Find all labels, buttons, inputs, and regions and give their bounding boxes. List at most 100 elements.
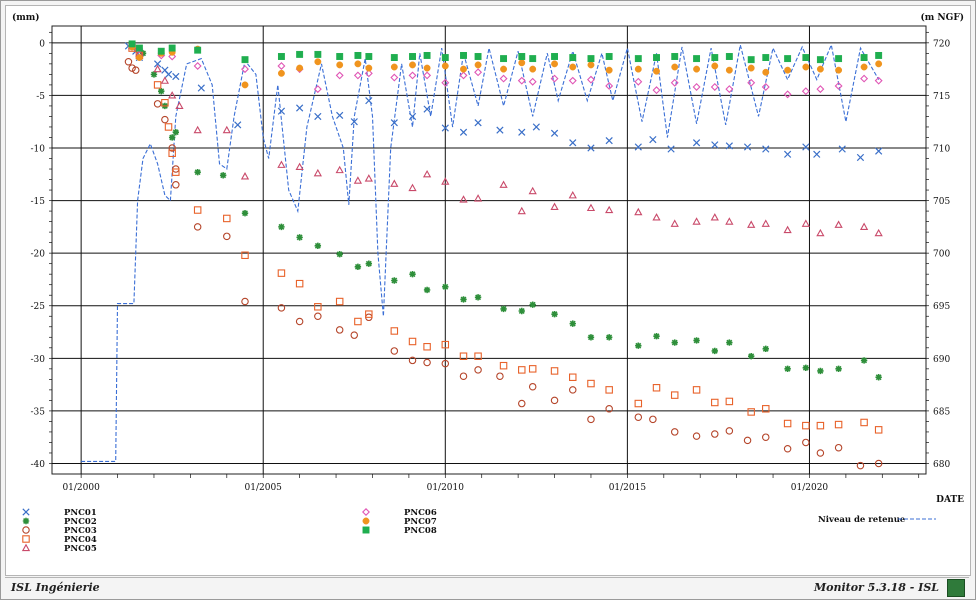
chart-panel: 0 -5 -10 -15 -20 -25 -30 -35 -40 720 715 710 705 700 6… (5, 5, 971, 576)
data-point-pnc04 (747, 408, 755, 416)
data-point-pnc02 (150, 71, 158, 78)
data-point-pnc07 (474, 61, 482, 69)
y-right-tick-label: 720 (933, 39, 950, 49)
data-point-pnc07 (693, 65, 701, 73)
data-point-pnc04 (295, 279, 304, 288)
data-point-pnc03 (124, 58, 133, 66)
data-point-pnc01 (692, 139, 701, 147)
y-right-axis-unit: (m NGF) (921, 12, 964, 23)
data-point-pnc06 (364, 69, 373, 78)
data-point-pnc03 (874, 459, 883, 468)
y-right-tick-label: 685 (933, 407, 950, 417)
data-point-pnc05 (193, 125, 202, 134)
data-point-pnc02 (635, 342, 642, 349)
data-point-pnc02 (423, 286, 431, 294)
data-point-pnc03 (743, 436, 752, 445)
legend-marker-pnc05 (21, 543, 31, 552)
data-point-pnc01 (783, 150, 792, 158)
data-point-pnc05 (422, 169, 432, 178)
data-point-pnc01 (875, 147, 883, 155)
data-point-pnc01 (314, 112, 322, 121)
data-point-pnc03 (711, 430, 719, 438)
data-point-pnc06 (335, 71, 344, 80)
legend-label-pnc07: PNC07 (404, 517, 437, 527)
data-point-pnc06 (747, 78, 756, 87)
plot-area (51, 25, 927, 475)
data-point-pnc07 (277, 69, 285, 77)
data-point-pnc08 (441, 54, 449, 61)
data-point-pnc04 (168, 149, 176, 157)
data-point-pnc03 (314, 312, 322, 321)
data-point-pnc08 (474, 53, 482, 60)
legend-label-pnc01: PNC01 (64, 508, 97, 518)
data-point-pnc02 (569, 320, 576, 327)
data-point-pnc04 (634, 399, 643, 408)
data-point-pnc03 (193, 223, 202, 231)
data-point-pnc04 (783, 419, 792, 428)
data-point-pnc06 (816, 85, 825, 94)
data-point-pnc06 (168, 52, 177, 61)
x-tick-label: 01/2010 (427, 483, 465, 493)
legend-marker-pnc06 (362, 508, 370, 516)
y-left-tick-label: -40 (31, 460, 46, 470)
app-logo-icon[interactable] (947, 579, 965, 597)
data-point-pnc01 (725, 142, 733, 150)
data-point-pnc02 (314, 242, 322, 249)
data-point-pnc08 (860, 54, 868, 61)
data-point-pnc01 (802, 143, 810, 151)
data-point-pnc03 (295, 317, 304, 326)
data-point-pnc07 (336, 61, 344, 69)
data-point-pnc06 (634, 77, 643, 86)
data-point-pnc02 (442, 283, 449, 291)
data-point-pnc07 (423, 64, 431, 72)
data-point-pnc01 (634, 143, 642, 151)
data-point-pnc04 (161, 99, 169, 107)
chart-svg: 0 -5 -10 -15 -20 -25 -30 -35 -40 720 715 710 705 700 6… (12, 12, 964, 554)
data-point-pnc03 (335, 326, 344, 334)
data-point-pnc07 (762, 68, 770, 76)
data-point-pnc07 (409, 61, 416, 69)
legend-label-niveau-de-retenue: Niveau de retenue (818, 515, 906, 525)
data-point-pnc08 (194, 46, 202, 54)
x-tick-label: 01/2020 (791, 483, 829, 493)
data-point-pnc01 (856, 153, 865, 162)
data-point-pnc06 (423, 71, 432, 80)
data-point-pnc07 (529, 65, 537, 73)
data-point-pnc03 (277, 304, 286, 312)
data-point-pnc02 (551, 310, 558, 318)
data-point-pnc02 (802, 364, 810, 371)
data-point-pnc05 (747, 220, 756, 228)
data-point-pnc03 (390, 347, 399, 355)
data-point-pnc06 (860, 74, 869, 83)
data-point-pnc01 (518, 128, 526, 136)
data-point-pnc08 (725, 53, 733, 60)
data-point-pnc08 (747, 56, 755, 64)
y-left-tick-label: -25 (31, 302, 46, 312)
legend-label-pnc06: PNC06 (404, 508, 437, 518)
series-line-niveau-de-retenue (81, 42, 880, 462)
data-point-pnc05 (459, 195, 468, 203)
data-point-pnc08 (518, 53, 526, 60)
data-point-pnc06 (586, 75, 595, 84)
data-point-pnc04 (193, 206, 202, 214)
data-point-pnc04 (408, 337, 417, 346)
data-point-pnc04 (459, 352, 468, 360)
data-point-pnc04 (354, 317, 362, 326)
y-left-tick-label: -30 (31, 355, 46, 365)
data-point-pnc05 (761, 219, 770, 227)
data-point-pnc04 (390, 327, 399, 335)
data-point-pnc05 (240, 172, 250, 180)
data-point-pnc07 (354, 60, 362, 68)
y-left-tick-label: -10 (31, 144, 46, 154)
data-point-pnc01 (667, 145, 675, 153)
data-point-pnc08 (365, 53, 373, 60)
data-point-pnc06 (499, 74, 508, 83)
data-point-pnc01 (605, 137, 613, 145)
data-point-pnc08 (529, 55, 537, 63)
data-point-pnc04 (314, 303, 322, 311)
data-point-pnc04 (692, 386, 701, 394)
data-point-pnc05 (295, 162, 304, 171)
data-point-pnc07 (835, 66, 843, 74)
data-point-pnc03 (569, 386, 577, 394)
data-point-pnc07 (634, 65, 642, 73)
